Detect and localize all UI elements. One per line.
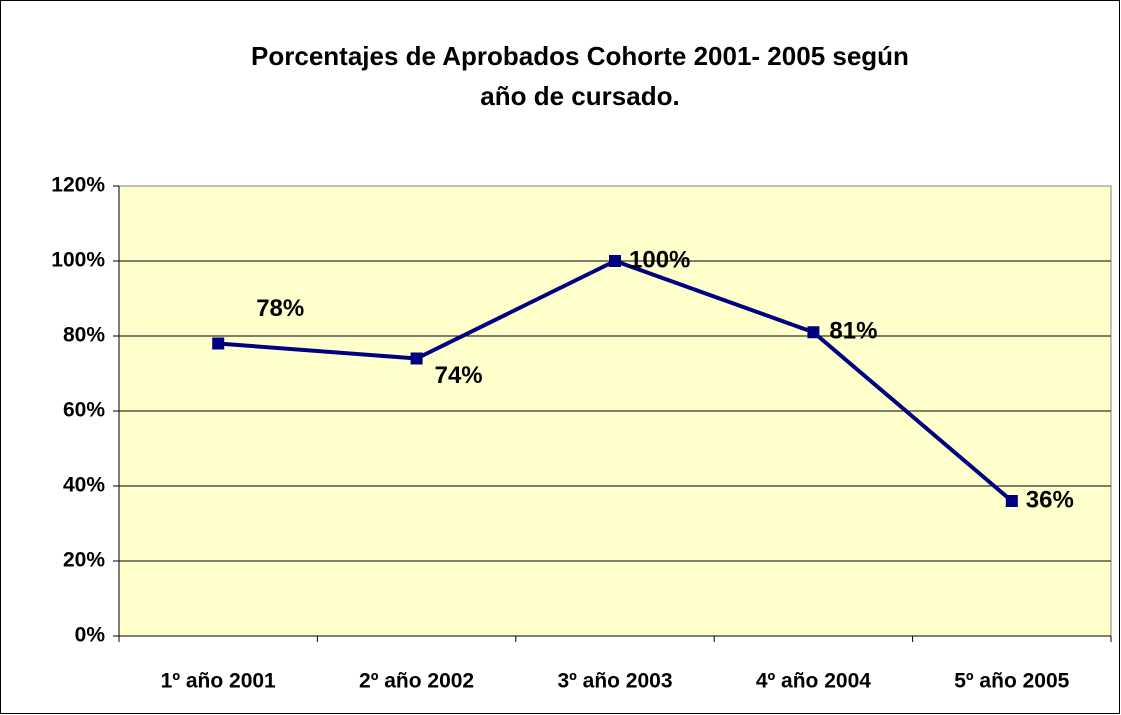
x-tick-label: 1º año 2001 bbox=[161, 670, 276, 693]
marker bbox=[410, 352, 423, 365]
data-label: 78% bbox=[256, 295, 304, 322]
y-tick-label: 80% bbox=[63, 324, 105, 347]
x-tick-label: 3º año 2003 bbox=[557, 670, 672, 693]
y-tick-label: 100% bbox=[51, 249, 105, 272]
y-tick-label: 120% bbox=[51, 174, 105, 197]
marker bbox=[609, 255, 621, 267]
x-tick-label: 2º año 2002 bbox=[359, 670, 474, 693]
x-tick-label: 4º año 2004 bbox=[756, 670, 871, 693]
chart-title: Porcentajes de Aprobados Cohorte 2001- 2… bbox=[251, 41, 909, 71]
marker bbox=[212, 337, 225, 350]
data-label: 100% bbox=[629, 246, 690, 273]
chart-title: año de cursado. bbox=[480, 81, 679, 111]
y-tick-label: 40% bbox=[63, 474, 105, 497]
y-tick-label: 20% bbox=[63, 549, 105, 572]
x-tick-label: 5º año 2005 bbox=[954, 670, 1069, 693]
y-tick-label: 60% bbox=[63, 399, 105, 422]
data-label: 36% bbox=[1026, 486, 1074, 513]
y-tick-label: 0% bbox=[75, 624, 106, 647]
data-label: 74% bbox=[435, 362, 483, 389]
data-label: 81% bbox=[829, 318, 877, 345]
marker bbox=[807, 326, 820, 339]
marker bbox=[1005, 495, 1018, 507]
